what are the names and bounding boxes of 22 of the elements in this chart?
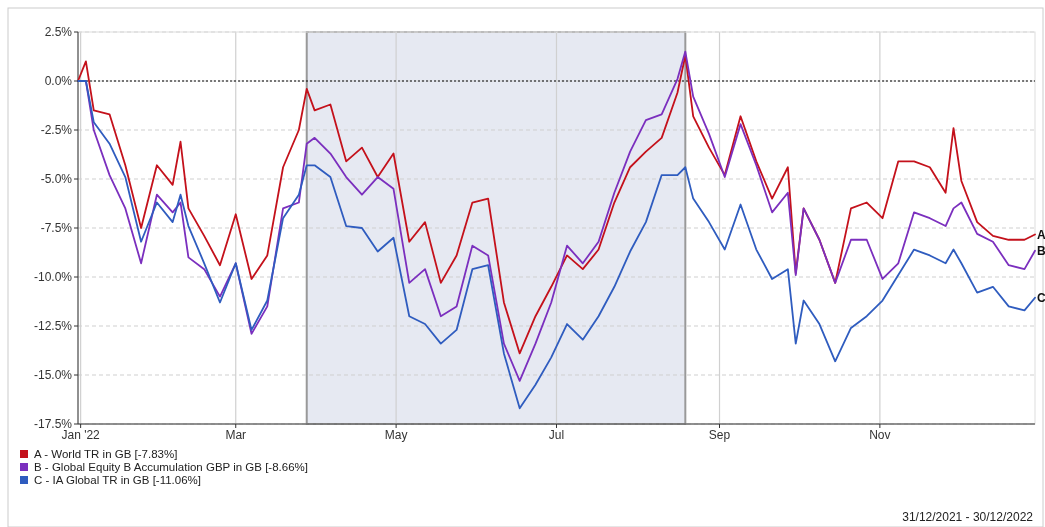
annotation: A — [1037, 227, 1045, 242]
y-tick-label: -5.0% — [40, 172, 73, 187]
x-tick-label: May — [384, 428, 408, 442]
y-tick-label: -7.5% — [40, 221, 73, 236]
x-tick-label: Jul — [548, 428, 565, 442]
text: 31/12/2021 - 30/12/2022 — [902, 510, 1034, 524]
x-tick-label: Mar — [225, 428, 247, 442]
x-tick-label: Nov — [869, 428, 891, 442]
annotation: B — [1037, 243, 1045, 258]
x-tick-label: Sep — [708, 428, 731, 442]
y-tick-label: -12.5% — [33, 319, 73, 334]
x-tick-label: Jan '22 — [61, 428, 101, 442]
y-tick-label: 2.5% — [44, 25, 73, 40]
y-tick-label: -15.0% — [33, 368, 73, 383]
legend-label: A - World TR in GB [-7.83%] — [34, 448, 178, 460]
legend-label: B - Global Equity B Accumulation GBP in GB [-8.66%] — [34, 461, 309, 473]
y-tick-label: 0.0% — [44, 74, 73, 89]
line-series — [77, 80, 1036, 410]
y-tick-label: -2.5% — [40, 123, 73, 138]
y-tick-label: -10.0% — [33, 270, 73, 285]
annotation: C — [1037, 290, 1045, 305]
legend-label: C - IA Global TR in GB [-11.06%] — [34, 474, 202, 486]
